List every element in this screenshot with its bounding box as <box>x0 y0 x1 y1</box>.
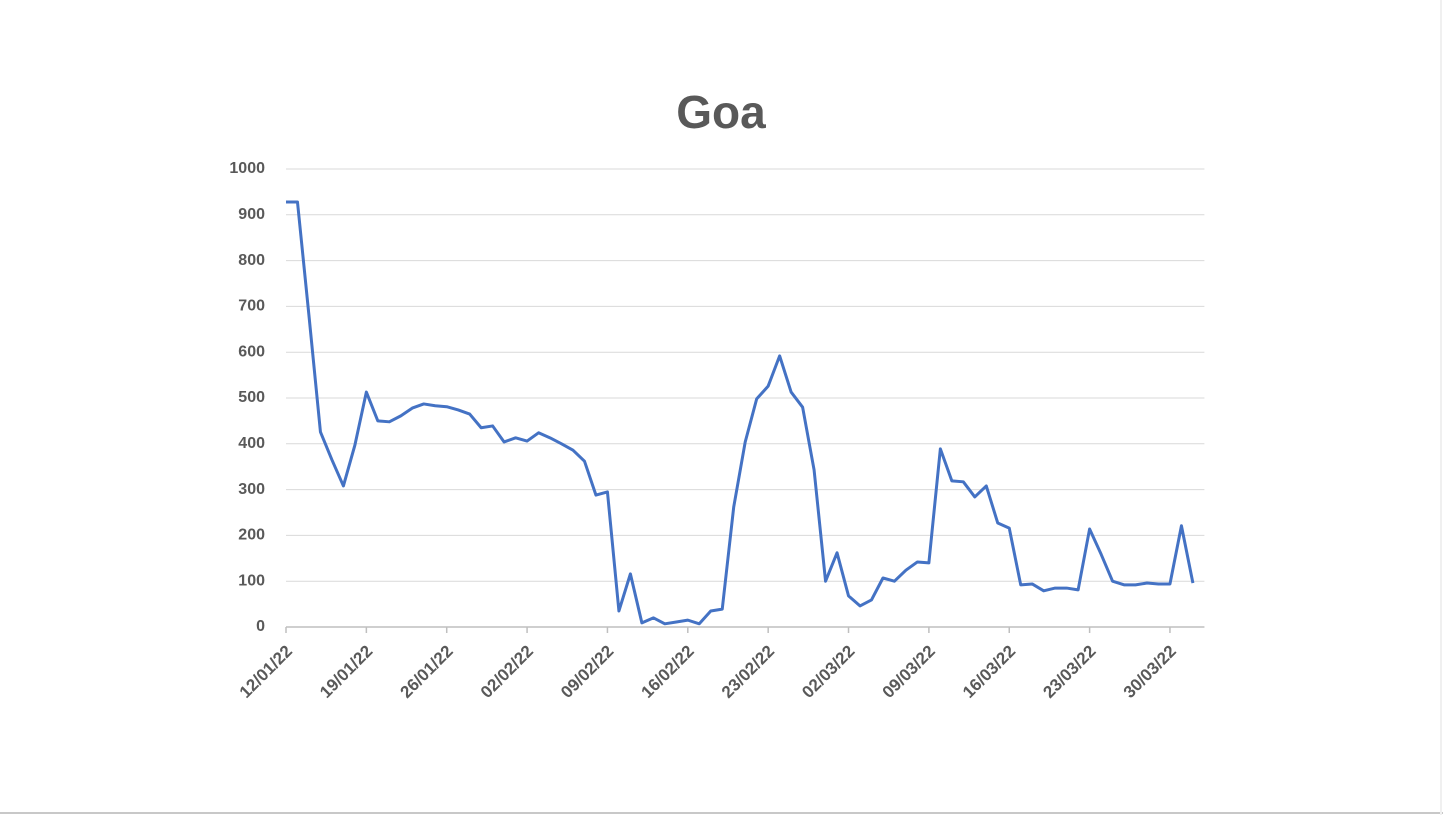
y-tick-label: 400 <box>238 435 265 452</box>
x-tick-label: 02/02/22 <box>477 642 537 702</box>
x-tick-label: 19/01/22 <box>316 642 376 702</box>
y-tick-label: 1000 <box>229 160 265 177</box>
y-tick-label: 900 <box>238 206 265 223</box>
x-tick-label: 16/02/22 <box>638 642 698 702</box>
y-tick-label: 100 <box>238 572 265 589</box>
y-tick-label: 800 <box>238 252 265 269</box>
x-tick-label: 23/03/22 <box>1039 642 1099 702</box>
y-tick-label: 200 <box>238 527 265 544</box>
x-tick-label: 02/03/22 <box>798 642 858 702</box>
chart-title: Goa <box>676 86 766 138</box>
y-tick-label: 300 <box>238 481 265 498</box>
x-tick-label: 09/02/22 <box>557 642 617 702</box>
data-line <box>286 200 1195 626</box>
x-tick-label: 12/01/22 <box>236 642 296 702</box>
y-tick-label: 0 <box>256 618 265 635</box>
y-tick-label: 500 <box>238 389 265 406</box>
x-tick-label: 09/03/22 <box>879 642 939 702</box>
x-tick-label: 26/01/22 <box>396 642 456 702</box>
y-tick-label: 700 <box>238 298 265 315</box>
x-tick-label: 16/03/22 <box>959 642 1019 702</box>
x-tick-label: 23/02/22 <box>718 642 778 702</box>
y-tick-label: 600 <box>238 343 265 360</box>
x-tick-label: 30/03/22 <box>1120 642 1180 702</box>
